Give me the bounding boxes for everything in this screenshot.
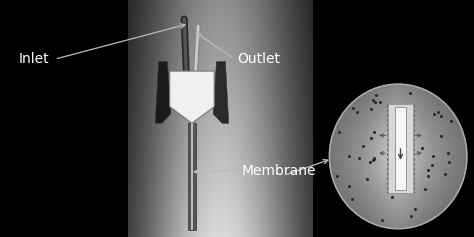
Text: Membrane: Membrane (242, 164, 316, 178)
Bar (388, 104, 413, 192)
Bar (395, 107, 406, 190)
Polygon shape (170, 71, 214, 123)
Text: Outlet: Outlet (237, 52, 280, 66)
Bar (188, 123, 196, 230)
Text: Inlet: Inlet (19, 52, 50, 66)
Polygon shape (213, 62, 229, 123)
Polygon shape (155, 62, 171, 123)
Bar (191, 123, 193, 230)
